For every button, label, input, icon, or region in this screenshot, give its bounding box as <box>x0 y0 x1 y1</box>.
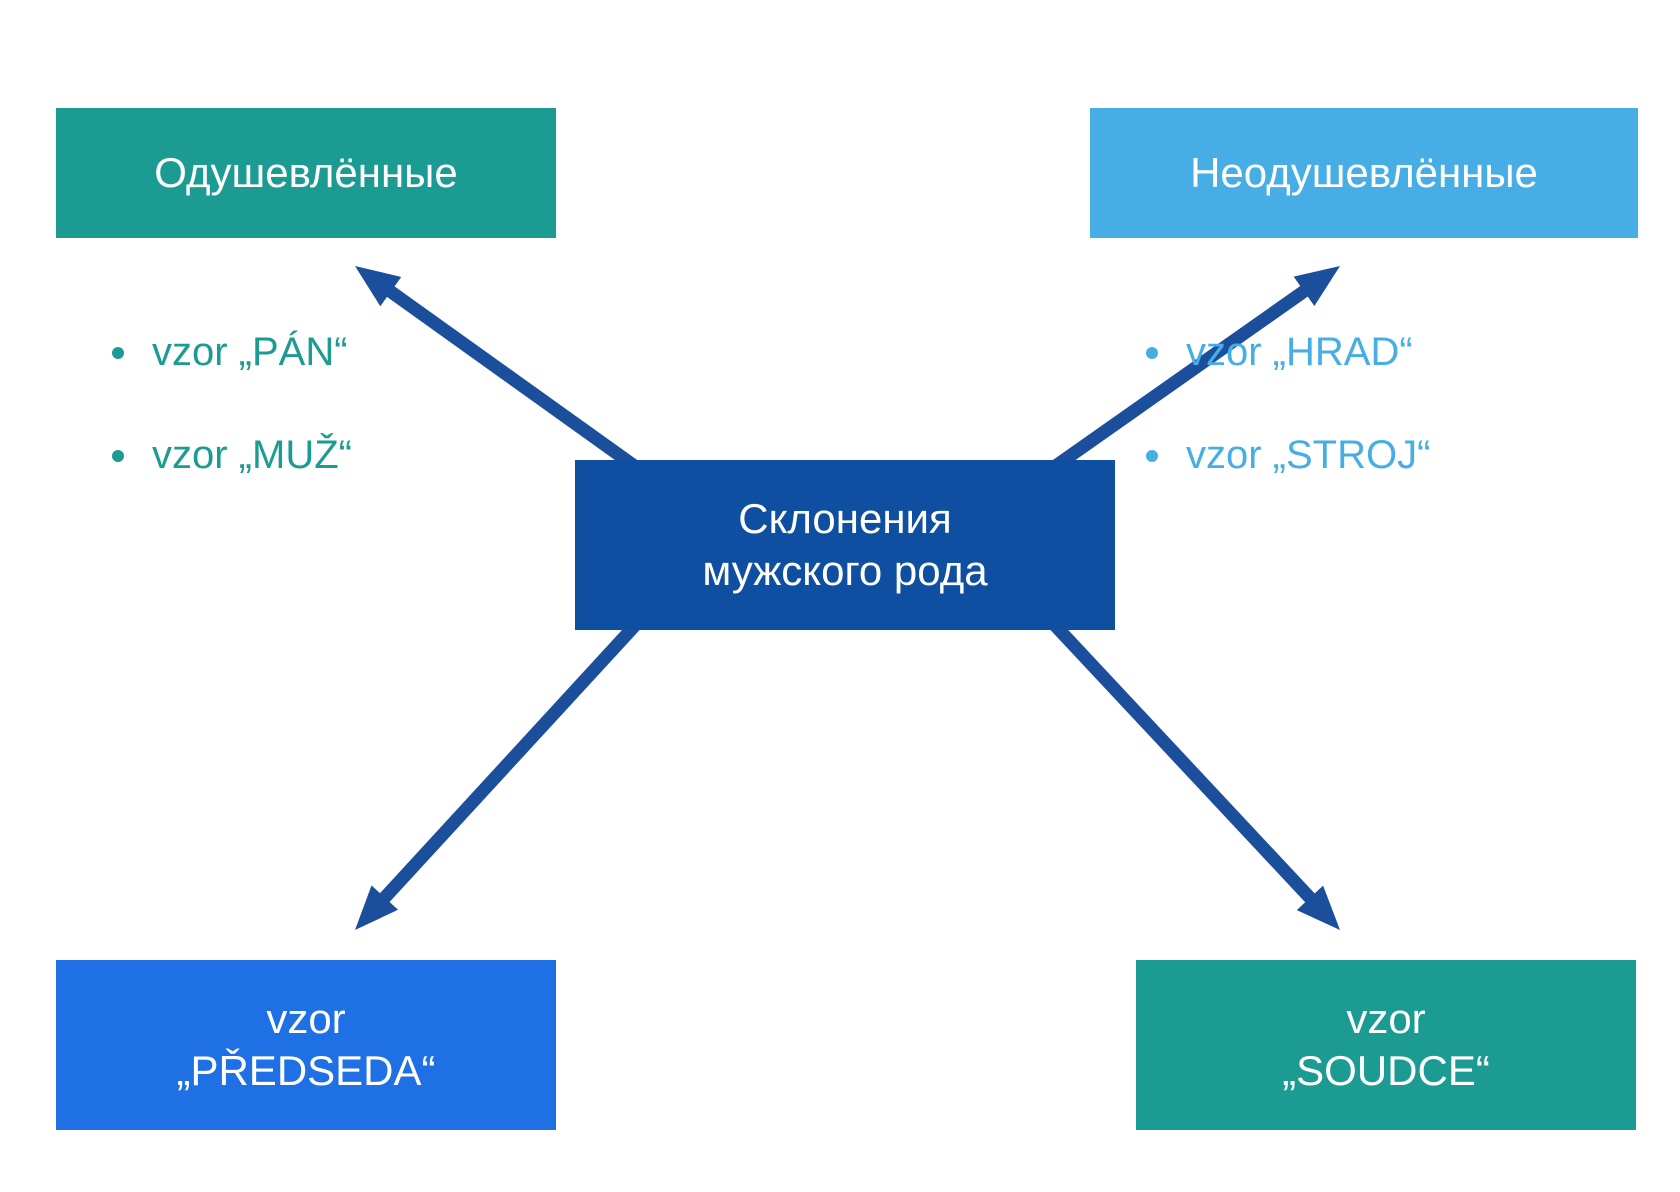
node-bottom-left-line1: vzor <box>176 993 435 1046</box>
bullet-item: vzor „MUŽ“ <box>112 433 352 478</box>
node-top-right-label: Неодушевлённые <box>1190 147 1538 200</box>
node-top-left-label: Одушевлённые <box>154 147 457 200</box>
bullet-item: vzor „PÁN“ <box>112 330 352 375</box>
node-bottom-left-line2: „PŘEDSEDA“ <box>176 1045 435 1098</box>
node-bottom-right-line2: „SOUDCE“ <box>1282 1045 1490 1098</box>
bullet-label: vzor „HRAD“ <box>1186 330 1413 375</box>
bullet-label: vzor „STROJ“ <box>1186 433 1430 478</box>
bullet-dot-icon <box>112 347 124 359</box>
bullet-label: vzor „MUŽ“ <box>152 433 352 478</box>
bullet-label: vzor „PÁN“ <box>152 330 348 375</box>
bullet-dot-icon <box>112 450 124 462</box>
center-node: Склонения мужского рода <box>575 460 1115 630</box>
node-top-right: Неодушевлённые <box>1090 108 1638 238</box>
node-bottom-right-line1: vzor <box>1282 993 1490 1046</box>
node-bottom-right: vzor „SOUDCE“ <box>1136 960 1636 1130</box>
bullet-item: vzor „HRAD“ <box>1146 330 1430 375</box>
diagram-stage: Склонения мужского рода Одушевлённые Нео… <box>0 0 1680 1192</box>
bullet-item: vzor „STROJ“ <box>1146 433 1430 478</box>
bullet-dot-icon <box>1146 347 1158 359</box>
bullet-dot-icon <box>1146 450 1158 462</box>
bullets-left: vzor „PÁN“ vzor „MUŽ“ <box>112 330 352 478</box>
center-line1: Склонения <box>702 493 987 546</box>
center-line2: мужского рода <box>702 545 987 598</box>
node-top-left: Одушевлённые <box>56 108 556 238</box>
bullets-right: vzor „HRAD“ vzor „STROJ“ <box>1146 330 1430 478</box>
node-bottom-left: vzor „PŘEDSEDA“ <box>56 960 556 1130</box>
